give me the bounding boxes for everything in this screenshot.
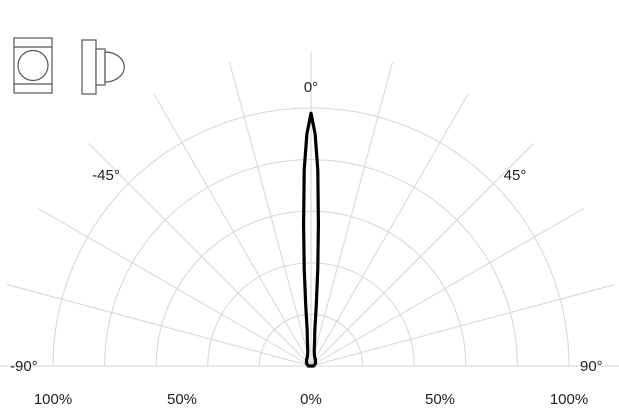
luminaire-front-view-icon	[13, 37, 53, 94]
angle-label: 90°	[580, 358, 603, 375]
grid-ray	[88, 143, 312, 367]
polar-grid	[0, 51, 619, 367]
intensity-curves	[302, 111, 320, 368]
angle-labels: 0° -45° 45° -90° 90°	[10, 79, 603, 375]
grid-ray	[38, 208, 312, 367]
radial-tick-label: 100%	[550, 391, 588, 408]
grid-ray	[310, 143, 534, 367]
grid-ray	[310, 284, 616, 367]
angle-label: -90°	[10, 358, 38, 375]
grid-ray	[310, 61, 393, 367]
intensity-curve-0	[302, 111, 320, 368]
radial-tick-labels: 100% 50% 0% 50% 100%	[34, 391, 588, 408]
radial-tick-label: 100%	[34, 391, 72, 408]
angle-label: -45°	[92, 167, 120, 184]
radial-tick-label: 0%	[300, 391, 322, 408]
grid-ray	[229, 61, 312, 367]
angle-label: 0°	[304, 79, 318, 96]
angle-label: 45°	[504, 167, 527, 184]
radial-tick-label: 50%	[167, 391, 197, 408]
grid-ray	[310, 208, 584, 367]
luminaire-side-view-icon	[81, 39, 125, 95]
grid-ray	[310, 93, 469, 367]
grid-ray	[6, 284, 312, 367]
grid-ray	[153, 93, 312, 367]
radial-tick-label: 50%	[425, 391, 455, 408]
